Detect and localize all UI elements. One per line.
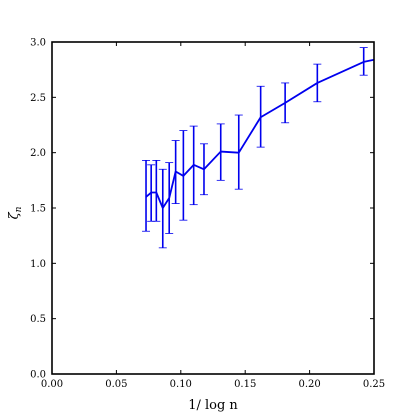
plot-frame	[51, 41, 375, 375]
tick-layer: 0.00 0.05 0.10 0.15 0.20 0.25 0.0 0.5 1.0 1.5 2.0 2…	[30, 38, 385, 391]
x-tick-label: 0.20	[298, 379, 320, 390]
data-point	[193, 164, 195, 166]
data-point	[203, 168, 205, 170]
y-tick-label: 1.5	[30, 204, 46, 215]
x-tick-label: 0.15	[234, 379, 256, 390]
data-point	[284, 102, 286, 104]
plot-layer	[142, 47, 375, 249]
data-point	[220, 150, 222, 153]
x-tick-label: 0.25	[363, 379, 385, 390]
y-tick-label: 2.0	[30, 148, 46, 159]
y-tick-label: 0.0	[30, 370, 46, 381]
y-tick-label: 2.5	[30, 93, 46, 104]
x-tick-label: 0.05	[105, 379, 127, 390]
y-tick-label: 1.0	[30, 259, 46, 270]
y-tick-label: 0.5	[30, 314, 46, 325]
data-point	[145, 196, 147, 198]
data-point	[238, 152, 240, 154]
data-point	[162, 207, 164, 209]
data-point	[363, 61, 365, 63]
data-point	[316, 82, 318, 84]
y-axis-label-symbol: ζ	[7, 211, 22, 219]
y-tick-label: 3.0	[30, 38, 46, 49]
data-point	[150, 191, 152, 194]
data-point	[168, 197, 170, 199]
y-axis-label: ζn	[7, 206, 24, 219]
data-point	[182, 175, 184, 177]
x-axis-label: 1/ log n	[188, 398, 238, 413]
x-tick-label: 0.00	[41, 379, 63, 390]
data-point	[260, 116, 262, 118]
series-line	[145, 58, 375, 209]
data-point	[175, 170, 177, 173]
data-point	[155, 191, 157, 194]
x-tick-label: 0.10	[170, 379, 192, 390]
y-axis-label-subscript: n	[14, 206, 24, 212]
